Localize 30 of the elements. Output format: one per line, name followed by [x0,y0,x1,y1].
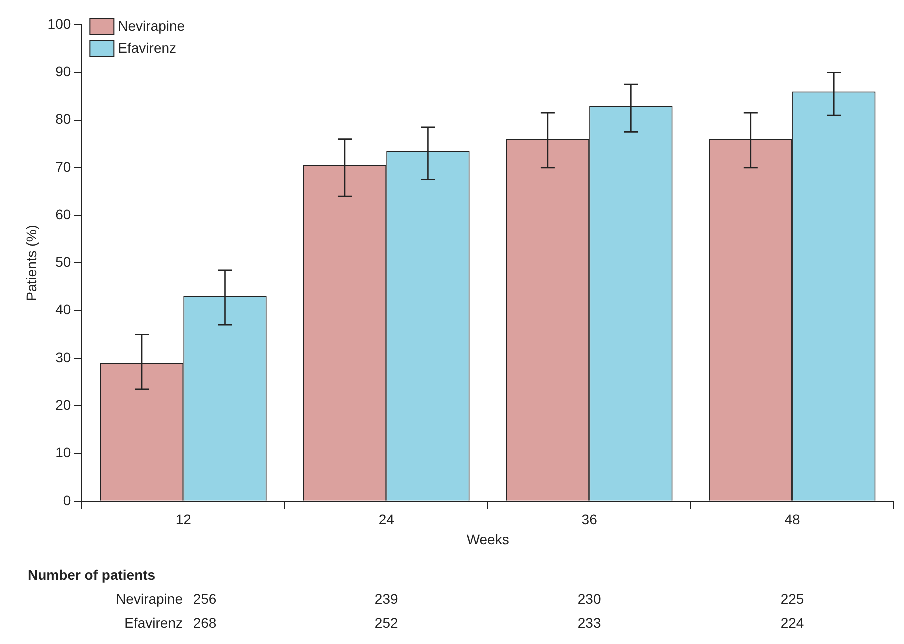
text: 224 [780,614,804,631]
y-tick-label: 80 [56,111,72,128]
x-tick-label: 24 [378,512,395,528]
x-tick-label: 12 [176,512,192,528]
y-tick-label: 40 [56,302,72,318]
y-tick-label: 60 [56,206,72,222]
y-axis-title: Patients (%) [23,225,40,302]
x-tick-label: 36 [582,512,598,528]
legend-label: Nevirapine [118,18,186,34]
text: 230 [578,590,602,607]
text: 268 [193,614,217,631]
y-tick-label: 0 [63,492,72,508]
text: Number of patients [28,566,156,583]
y-tick-label: 30 [56,349,72,366]
y-tick-label: 70 [56,158,72,175]
x-axis-title: Weeks [466,531,510,548]
x-tick-label: 48 [784,512,801,528]
y-tick-label: 100 [48,16,72,32]
text: 233 [578,614,602,631]
y-tick-label: 90 [56,64,72,80]
text: Efavirenz [124,614,183,631]
y-tick-label: 20 [56,396,72,413]
y-tick-label: 10 [56,444,72,461]
text: 225 [780,590,804,607]
text: 252 [374,614,398,631]
text: 239 [374,590,398,607]
legend-label: Efavirenz [118,40,177,56]
text: 256 [193,590,217,607]
text: Nevirapine [116,590,184,607]
y-tick-label: 50 [56,254,72,270]
